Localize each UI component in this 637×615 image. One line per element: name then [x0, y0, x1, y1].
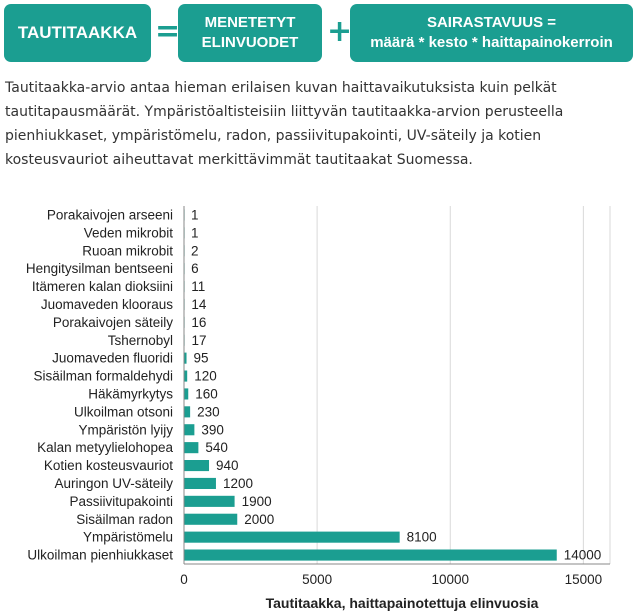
value-label-7: 17: [191, 333, 206, 348]
value-label-17: 2000: [244, 512, 274, 527]
value-label-18: 8100: [407, 530, 437, 545]
value-label-11: 230: [197, 404, 220, 419]
value-label-16: 1900: [242, 494, 272, 509]
category-label-16: Passiivitupakointi: [69, 494, 173, 509]
value-label-15: 1200: [223, 476, 253, 491]
value-label-1: 1: [191, 225, 199, 240]
category-label-17: Sisäilman radon: [76, 512, 173, 527]
category-label-5: Juomaveden klooraus: [41, 297, 173, 312]
value-label-0: 1: [191, 207, 199, 222]
x-tick-label-1: 5000: [302, 572, 332, 587]
formula-box-lost-life-years: MENETETYT ELINVUODET: [178, 4, 322, 62]
category-label-3: Hengitysilman bentseeni: [26, 261, 173, 276]
bar-13: [184, 442, 199, 454]
category-label-9: Sisäilman formaldehydi: [33, 369, 173, 384]
category-label-12: Ympäristön lyijy: [78, 422, 173, 437]
intro-paragraph: Tautitaakka-arvio antaa hieman erilaisen…: [5, 80, 564, 168]
category-label-2: Ruoan mikrobit: [82, 243, 173, 258]
value-label-8: 95: [194, 351, 209, 366]
value-label-10: 160: [195, 386, 218, 401]
value-label-19: 14000: [564, 548, 602, 563]
category-label-0: Porakaivojen arseeni: [47, 207, 173, 222]
value-label-6: 16: [191, 315, 206, 330]
equals-sign: =: [155, 14, 181, 49]
bar-14: [184, 460, 210, 472]
value-label-2: 2: [191, 243, 199, 258]
category-label-10: Häkämyrkytys: [88, 386, 173, 401]
bar-16: [184, 495, 235, 507]
bar-19: [184, 549, 557, 561]
value-label-3: 6: [191, 261, 199, 276]
plus-sign: +: [327, 14, 353, 49]
category-label-13: Kalan metyylielohopea: [37, 440, 173, 455]
bar-18: [184, 531, 400, 543]
x-tick-label-3: 15000: [565, 572, 603, 587]
value-label-14: 940: [216, 458, 239, 473]
category-label-8: Juomaveden fluoridi: [52, 351, 173, 366]
category-label-1: Veden mikrobit: [84, 225, 174, 240]
category-label-18: Ympäristömelu: [83, 530, 173, 545]
formula-box-morbidity: SAIRASTAVUUS = määrä * kesto * haittapai…: [350, 4, 633, 62]
category-label-14: Kotien kosteusvauriot: [44, 458, 173, 473]
formula-box-disease-burden-label: TAUTITAAKKA: [17, 23, 138, 42]
value-label-13: 540: [205, 440, 228, 455]
category-label-4: Itämeren kalan dioksiini: [32, 279, 173, 294]
category-label-6: Porakaivojen säteily: [53, 315, 173, 330]
bar-10: [184, 388, 189, 400]
morbidity-line2: määrä * kesto * haittapainokerroin: [370, 34, 613, 51]
value-label-9: 120: [194, 369, 217, 384]
x-axis-title: Tautitaakka, haittapainotettuja elinvuos…: [266, 595, 539, 611]
bar-17: [184, 513, 238, 525]
bar-15: [184, 477, 216, 489]
disease-burden-bar-chart: Porakaivojen arseeni 1 Veden mikrobit 1 Ruoa…: [26, 206, 611, 611]
bar-11: [184, 406, 191, 418]
lost-life-years-line1: MENETETYT: [204, 14, 296, 31]
value-label-5: 14: [191, 297, 207, 312]
bar-8: [184, 352, 187, 364]
category-label-7: Tshernobyl: [108, 333, 173, 348]
morbidity-line1: SAIRASTAVUUS =: [426, 14, 557, 31]
value-label-4: 11: [191, 279, 205, 294]
category-label-19: Ulkoilman pienhiukkaset: [27, 548, 173, 563]
bar-12: [184, 424, 195, 436]
x-tick-label-2: 10000: [431, 572, 469, 587]
formula-box-disease-burden: TAUTITAAKKA: [4, 4, 151, 62]
x-tick-label-0: 0: [180, 572, 188, 587]
category-label-15: Auringon UV-säteily: [54, 476, 173, 491]
lost-life-years-line2: ELINVUODET: [201, 34, 299, 51]
formula-banner: TAUTITAAKKA = MENETETYT ELINVUODET + SAI…: [4, 4, 634, 62]
category-label-11: Ulkoilman otsoni: [74, 404, 173, 419]
bar-9: [184, 370, 188, 382]
value-label-12: 390: [201, 422, 224, 437]
